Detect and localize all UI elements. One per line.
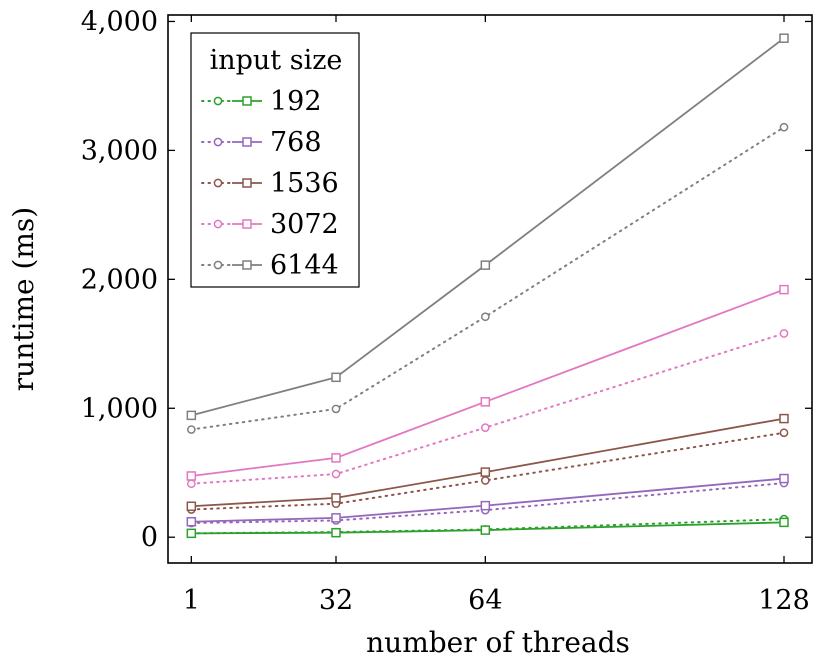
series-line-dotted [190, 332, 785, 485]
legend-title: input size [210, 45, 343, 76]
x-tick-label: 1 [183, 585, 200, 616]
x-axis-label: number of threads [366, 626, 630, 659]
legend-item-6144: 6144 [201, 250, 339, 281]
data-point-circle [779, 122, 789, 132]
data-point-square [779, 517, 789, 528]
data-point-square [331, 513, 341, 523]
data-point-square [779, 413, 789, 424]
legend-marker-circle [213, 96, 223, 106]
data-point-circle [331, 469, 341, 479]
y-tick-label: 0 [141, 522, 158, 553]
data-point-square [480, 260, 491, 270]
series-line-solid [191, 521, 785, 535]
data-point-square [331, 453, 341, 463]
series-768 [186, 473, 789, 528]
data-point-square [480, 525, 491, 535]
data-point-circle [779, 329, 789, 338]
legend-label: 1536 [270, 168, 339, 199]
legend-marker-square [242, 178, 252, 188]
data-point-circle [186, 479, 196, 489]
y-tick-label: 2,000 [81, 264, 158, 295]
series-line-solid [191, 417, 785, 508]
y-axis-label: runtime (ms) [7, 207, 40, 391]
legend-item-1536: 1536 [201, 168, 339, 199]
data-point-circle [779, 428, 789, 438]
data-point-circle [480, 312, 490, 322]
y-tick-label: 3,000 [81, 135, 158, 166]
legend-label: 3072 [270, 209, 339, 240]
data-point-square [331, 527, 341, 538]
legend-label: 192 [270, 86, 322, 117]
series-6144 [186, 33, 789, 434]
data-point-circle [480, 476, 490, 485]
x-tick-label: 128 [758, 585, 810, 616]
series-line-solid [191, 37, 785, 417]
data-point-square [186, 516, 197, 527]
data-point-square [331, 493, 341, 503]
y-tick-label: 1,000 [81, 393, 158, 424]
data-point-circle [480, 423, 490, 432]
series-line-solid [191, 288, 785, 477]
data-point-square [186, 410, 197, 421]
data-point-circle [331, 404, 341, 414]
plot-frame [167, 14, 813, 564]
series-192 [186, 514, 789, 539]
data-point-square [480, 500, 491, 511]
x-tick-label: 64 [468, 585, 502, 616]
legend-marker-square [242, 260, 252, 270]
data-point-square [480, 397, 491, 407]
data-point-square [186, 501, 197, 512]
legend-marker-circle [213, 260, 223, 270]
legend-marker-square [242, 219, 252, 229]
data-point-square [186, 471, 197, 481]
legend-marker-circle [213, 219, 223, 229]
data-point-square [331, 372, 341, 383]
data-point-square [779, 33, 789, 43]
plot-area [186, 33, 789, 539]
legend-marker-circle [213, 178, 223, 188]
legend: input size 192 768 1536 3072 6144 [190, 32, 360, 288]
legend-marker-square [242, 96, 252, 106]
legend-marker-circle [213, 137, 223, 147]
legend-label: 6144 [270, 250, 339, 281]
data-point-square [480, 467, 491, 477]
legend-box [190, 32, 360, 288]
legend-marker-square [242, 137, 252, 147]
data-point-square [186, 528, 197, 539]
legend-item-192: 192 [201, 86, 322, 117]
series-3072 [186, 284, 789, 489]
data-point-square [779, 473, 789, 484]
data-point-circle [186, 425, 196, 434]
legend-label: 768 [270, 127, 322, 158]
legend-item-768: 768 [201, 127, 322, 158]
series-line-solid [191, 477, 785, 523]
series-1536 [186, 413, 789, 514]
legend-item-3072: 3072 [201, 209, 339, 240]
data-point-square [779, 284, 789, 295]
axes: 1 32 64 128 0 1,000 2,000 3,000 4,000 number of t… [7, 6, 813, 659]
y-tick-label: 4,000 [81, 6, 158, 37]
series-line-dotted [190, 482, 785, 525]
series-line-dotted [190, 126, 785, 431]
series-line-dotted [190, 431, 785, 511]
x-tick-label: 32 [319, 585, 353, 616]
